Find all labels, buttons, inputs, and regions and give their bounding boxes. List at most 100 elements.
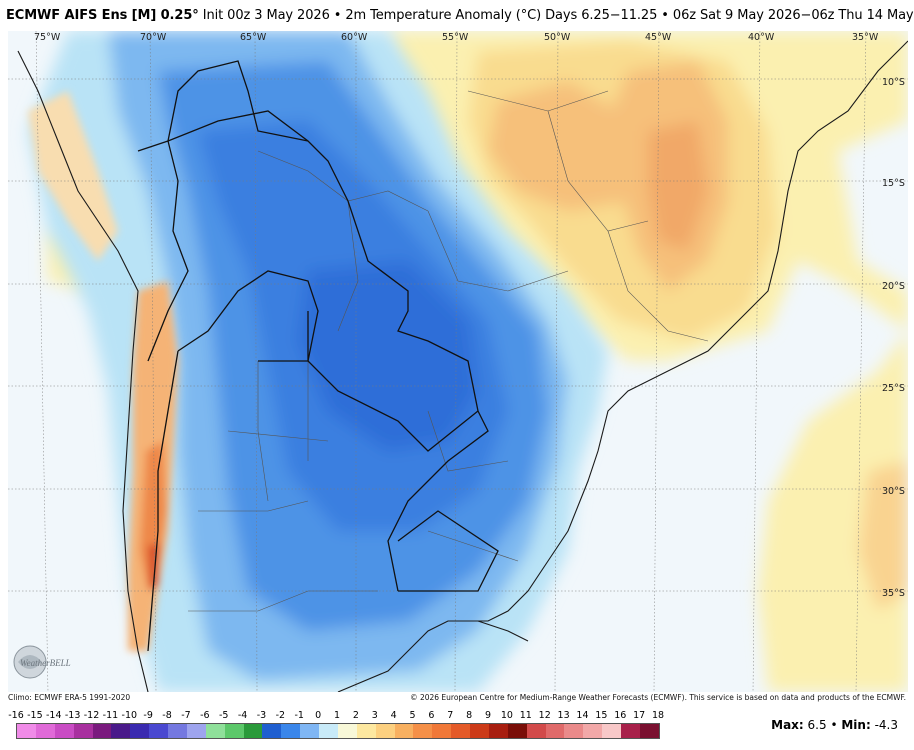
colorbar-tick-label: 4 (390, 710, 397, 721)
colorbar-tick-label: 15 (595, 710, 608, 721)
colorbar-swatch (621, 724, 640, 738)
colorbar-swatch (319, 724, 338, 738)
lat-label: 10°S (882, 77, 905, 88)
lat-label: 30°S (882, 486, 905, 497)
colorbar-swatch (639, 724, 659, 738)
colorbar-tick-label: 10 (500, 710, 513, 721)
logo-text: WeatherBELL (20, 658, 71, 668)
colorbar-tick-label: 5 (409, 710, 416, 721)
colorbar-tick-label: -16 (8, 710, 24, 721)
colorbar-swatch (73, 724, 93, 738)
lon-label: 40°W (748, 32, 775, 43)
lat-label: 35°S (882, 588, 905, 599)
max-value: 6.5 (807, 718, 827, 732)
coastlines (17, 40, 908, 692)
colorbar-swatch (488, 724, 508, 738)
min-label: Min: (841, 718, 871, 732)
colorbar-swatch (205, 724, 225, 738)
colorbar-tick-label: -15 (27, 710, 43, 721)
colorbar-tick-label: -1 (294, 710, 304, 721)
colorbar-tick-label: -11 (102, 710, 119, 721)
colorbar-swatch (470, 724, 489, 738)
colorbar-swatch (564, 724, 584, 738)
colorbar-tick-label: -10 (121, 710, 138, 721)
colorbar-tick-label: -14 (45, 710, 62, 721)
colorbar-swatch (394, 724, 414, 738)
colorbar-swatch (300, 724, 319, 738)
colorbar-swatch (281, 724, 301, 738)
colorbar-tick-label: -13 (64, 710, 81, 721)
colorbar-tick-label: 9 (485, 710, 492, 721)
title-bar: ECMWF AIFS Ens [M] 0.25° Init 00z 3 May … (0, 0, 914, 31)
colorbar-swatch (507, 724, 527, 738)
colorbar-tick-label: 11 (519, 710, 532, 721)
lon-label: 60°W (341, 32, 368, 43)
colorbar-swatch (413, 724, 433, 738)
lat-label: 20°S (882, 281, 905, 292)
colorbar-labels: -16 -15 -14 -13 -12 -11 -10 -9 -8 -7 -6 -5 -4 -3 -2 -1 0… (8, 710, 666, 722)
colorbar-tick-label: 14 (576, 710, 589, 721)
map-title: ECMWF AIFS Ens [M] 0.25° Init 00z 3 May … (6, 8, 914, 23)
model-degree: ° (192, 8, 199, 23)
andes-warm-strip (28, 91, 178, 651)
min-value: -4.3 (874, 718, 898, 732)
colorbar-swatch (186, 724, 206, 738)
stats-separator: • (826, 718, 842, 732)
colorbar-swatch (224, 724, 244, 738)
colorbar-swatch (545, 724, 565, 738)
model-name: ECMWF AIFS Ens [M] 0.25 (6, 8, 193, 23)
colorbar-tick-label: -12 (83, 710, 100, 721)
colorbar-tick-label: -2 (275, 710, 286, 721)
colorbar (16, 723, 660, 739)
colorbar-tick-label: -4 (237, 710, 248, 721)
colorbar-swatch (337, 724, 357, 738)
colorbar-swatch (262, 724, 282, 738)
climo-note: Climo: ECMWF ERA-5 1991-2020 (8, 693, 131, 702)
lon-label: 70°W (140, 32, 167, 43)
colorbar-tick-label: 7 (447, 710, 454, 721)
weatherbell-logo: WeatherBELL (13, 645, 71, 679)
colorbar-swatch (17, 724, 36, 738)
colorbar-tick-label: 13 (557, 710, 570, 721)
colorbar-tick-label: 0 (315, 710, 322, 721)
colorbar-tick-label: 8 (466, 710, 473, 721)
colorbar-swatch (432, 724, 452, 738)
colorbar-tick-label: -7 (181, 710, 191, 721)
colorbar-tick-label: -3 (256, 710, 267, 721)
colorbar-swatch (526, 724, 546, 738)
graticule (8, 31, 908, 692)
colorbar-swatch (130, 724, 150, 738)
colorbar-tick-label: 3 (371, 710, 378, 721)
lon-label: 55°W (442, 32, 469, 43)
map-canvas (8, 31, 908, 692)
colorbar-tick-label: -5 (218, 710, 229, 721)
colorbar-swatch (149, 724, 168, 738)
colorbar-swatch (35, 724, 55, 738)
colorbar-swatch (168, 724, 187, 738)
colorbar-tick-label: 6 (428, 710, 435, 721)
colorbar-tick-label: -9 (143, 710, 153, 721)
max-label: Max: (771, 718, 804, 732)
colorbar-swatch (356, 724, 376, 738)
title-details: Init 00z 3 May 2026 • 2m Temperature Ano… (198, 8, 914, 23)
lon-label: 75°W (34, 32, 61, 43)
colorbar-tick-label: 18 (651, 710, 665, 721)
copyright-note: © 2026 European Centre for Medium-Range … (410, 693, 906, 702)
colorbar-tick-label: 12 (538, 710, 551, 721)
country-borders (137, 60, 499, 652)
lon-label: 65°W (240, 32, 267, 43)
colorbar-swatch (54, 724, 74, 738)
colorbar-tick-label: 17 (633, 710, 646, 721)
colorbar-swatch (375, 724, 395, 738)
colorbar-tick-label: 1 (333, 710, 341, 721)
colorbar-swatch (92, 724, 112, 738)
max-min-stats: Max: 6.5 • Min: -4.3 (771, 718, 898, 732)
colorbar-swatch (602, 724, 621, 738)
colorbar-swatch (583, 724, 603, 738)
lat-label: 15°S (882, 178, 905, 189)
lon-label: 45°W (645, 32, 672, 43)
colorbar-tick-label: -6 (200, 710, 210, 721)
lon-label: 50°W (544, 32, 571, 43)
lon-label: 35°W (852, 32, 879, 43)
colorbar-tick-label: 16 (614, 710, 627, 721)
